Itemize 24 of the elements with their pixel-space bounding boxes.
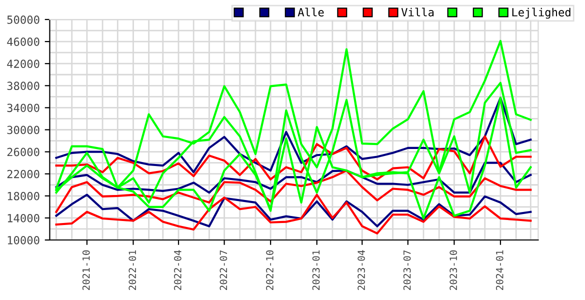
x-tick-label: 2021-10 xyxy=(82,250,90,290)
legend-label: Villa xyxy=(401,8,434,16)
y-tick-label: 18000 xyxy=(8,192,40,200)
legend-label: Lejlighed xyxy=(512,8,570,19)
y-tick-label: 10000 xyxy=(8,236,40,244)
y-tick-label: 38000 xyxy=(7,82,40,90)
x-tick-label: 2023-07 xyxy=(403,250,411,290)
x-tick-label: 2023-10 xyxy=(450,250,458,290)
y-tick-label: 22000 xyxy=(7,170,40,178)
x-tick-label: 2022-04 xyxy=(174,250,182,290)
y-tick-label: 46000 xyxy=(7,38,40,46)
x-tick-label: 2022-07 xyxy=(220,250,228,290)
x-tick-label: 2023-01 xyxy=(312,250,320,290)
y-tick-label: 14000 xyxy=(8,214,40,222)
x-tick-label: 2022-10 xyxy=(266,250,274,290)
x-tick-label: 2023-04 xyxy=(358,250,365,290)
x-tick-label: 2024-01 xyxy=(496,250,504,290)
y-tick-label: 30000 xyxy=(7,126,40,134)
x-tick-label: 2022-01 xyxy=(128,250,136,290)
legend-label: Alle xyxy=(298,8,324,16)
y-tick-label: 42000 xyxy=(7,60,40,68)
y-tick-label: 50000 xyxy=(7,16,40,24)
y-tick-label: 34000 xyxy=(7,104,40,112)
y-tick-label: 26000 xyxy=(7,148,40,156)
